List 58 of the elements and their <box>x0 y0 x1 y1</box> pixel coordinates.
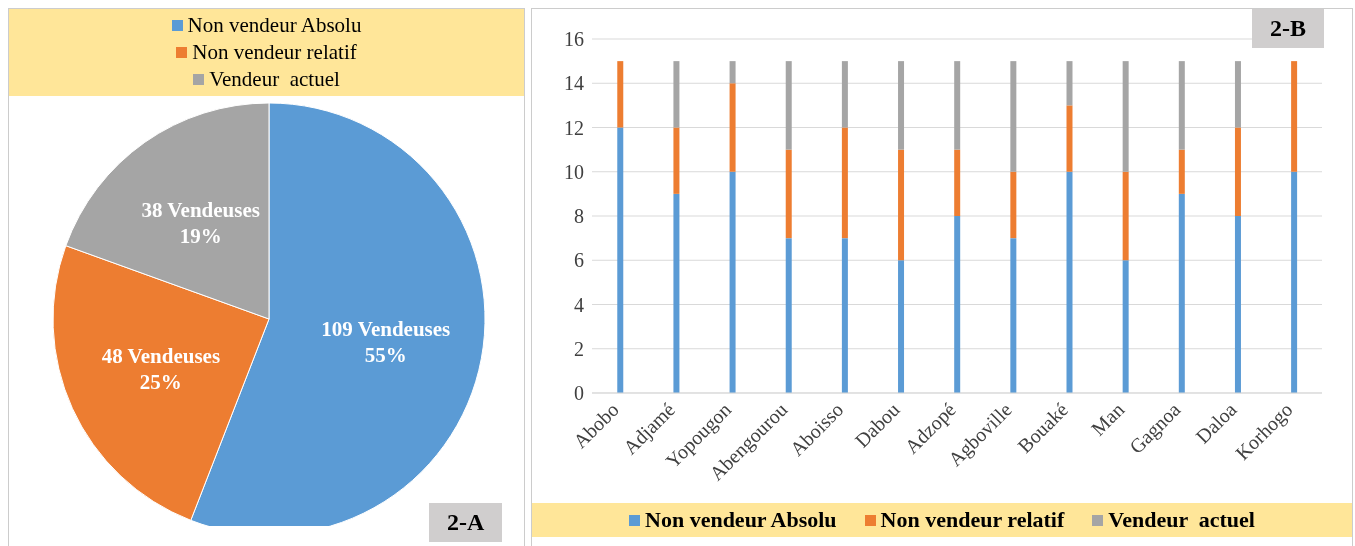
x-tick-label: Man <box>1086 398 1129 440</box>
bar <box>954 149 961 216</box>
text: 2-A <box>429 503 503 542</box>
bar <box>729 171 736 393</box>
y-tick-label: 0 <box>574 382 584 405</box>
bar <box>785 61 792 150</box>
bar <box>1066 61 1073 106</box>
bar <box>1234 216 1241 393</box>
bar <box>617 61 624 128</box>
bar <box>1291 171 1298 393</box>
y-tick-label: 6 <box>574 249 584 272</box>
y-tick-label: 8 <box>574 205 584 228</box>
bar <box>898 260 905 393</box>
annotation: 2-B <box>1252 9 1324 48</box>
bar <box>1178 193 1185 393</box>
y-tick-label: 14 <box>564 72 584 95</box>
y-tick-label: 12 <box>564 116 584 139</box>
bar <box>1234 127 1241 216</box>
data-label: 109 Vendeuses 55% <box>321 316 451 367</box>
bar <box>785 149 792 239</box>
bar <box>841 127 848 239</box>
bar <box>954 216 961 393</box>
legend-label: Vendeur actuel <box>1108 507 1255 533</box>
legend-label: Non vendeur relatif <box>880 507 1065 533</box>
bar <box>898 149 905 261</box>
legend-label: Non vendeur relatif <box>192 40 357 65</box>
y-tick-label: 16 <box>564 28 584 51</box>
bar <box>841 238 848 393</box>
legend-label: Vendeur actuel <box>209 67 340 92</box>
bar <box>1178 61 1185 150</box>
y-tick-label: 10 <box>564 160 584 183</box>
data-label: 38 Vendeuses 19% <box>141 197 260 248</box>
bar <box>898 61 905 150</box>
bar <box>1291 61 1298 172</box>
bar <box>841 61 848 128</box>
bar <box>673 61 680 128</box>
bar <box>1066 105 1073 172</box>
bar <box>1010 238 1017 393</box>
bar <box>729 61 736 84</box>
bar <box>673 127 680 194</box>
bar <box>729 83 736 172</box>
bar <box>673 193 680 393</box>
legend-label: Non vendeur Absolu <box>187 13 362 38</box>
bar <box>1122 61 1129 172</box>
bar <box>1122 171 1129 261</box>
y-tick-label: 2 <box>574 337 584 360</box>
bar <box>1122 260 1129 393</box>
legend-label: Non vendeur Absolu <box>645 507 837 533</box>
bar <box>1010 171 1017 239</box>
bar <box>1010 61 1017 172</box>
bar <box>1234 61 1241 128</box>
y-tick-label: 4 <box>574 293 584 316</box>
bar <box>785 238 792 393</box>
bar <box>1066 171 1073 393</box>
bar <box>617 127 624 393</box>
data-label: 48 Vendeuses 25% <box>101 344 221 395</box>
bar <box>1178 149 1185 194</box>
bar <box>954 61 961 150</box>
